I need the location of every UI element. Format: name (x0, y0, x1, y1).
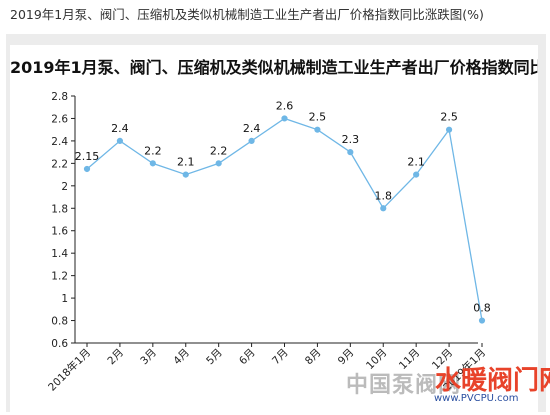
x-tick-label: 6月 (237, 347, 258, 368)
data-point (149, 160, 156, 167)
data-label: 2.2 (210, 144, 228, 157)
data-point (380, 205, 387, 212)
data-label: 2.1 (177, 156, 195, 169)
y-tick-label: 2 (61, 181, 68, 193)
watermark-text: 中国泵阀网 (346, 373, 462, 398)
y-tick-label: 2.2 (51, 158, 68, 170)
y-tick-label: 1.4 (51, 248, 68, 260)
data-label: 0.8 (473, 302, 491, 315)
data-label: 2.4 (243, 122, 261, 135)
x-tick-label: 2018年1月 (45, 346, 93, 394)
data-label: 2.2 (144, 144, 162, 157)
y-tick-label: 2.4 (51, 136, 68, 148)
data-point (281, 115, 288, 122)
data-label: 2.5 (440, 111, 458, 124)
data-label: 2.15 (75, 150, 100, 163)
y-tick-label: 2.8 (51, 91, 68, 103)
y-tick-label: 1.6 (51, 226, 68, 238)
x-tick-label: 8月 (303, 347, 324, 368)
data-label: 2.1 (407, 156, 425, 169)
y-tick-label: 1.8 (51, 203, 68, 215)
line-chart: 0.6 0.8 1 1.2 1.4 1.6 1.8 2 2.2 2.4 2.6 2.8 2018年1月 2… (45, 91, 491, 394)
x-tick-label: 2月 (105, 347, 126, 368)
data-point (182, 171, 189, 178)
x-tick-label: 7月 (270, 347, 291, 368)
watermark-logo-text: 水暖阀门网 (435, 366, 550, 396)
data-point (314, 126, 321, 133)
data-point (347, 149, 354, 156)
y-tick-label: 1.2 (51, 271, 68, 283)
x-tick-label: 5月 (204, 347, 225, 368)
y-tick-label: 0.8 (51, 316, 68, 328)
data-point (413, 171, 420, 178)
data-label: 2.3 (342, 133, 360, 146)
y-tick-label: 0.6 (51, 338, 68, 350)
figure-caption: 2019年1月泵、阀门、压缩机及类似机械制造工业生产者出厂价格指数同比涨跌图(%… (0, 0, 550, 30)
data-point (83, 165, 91, 173)
x-tick-label: 4月 (171, 347, 192, 368)
y-tick-label: 2.6 (51, 113, 68, 125)
chart-title: 2019年1月泵、阀门、压缩机及类似机械制造工业生产者出厂价格指数同比涨跌 (10, 58, 538, 77)
data-label: 2.4 (111, 122, 128, 135)
data-label: 2.6 (276, 99, 294, 112)
data-point (248, 137, 255, 145)
watermark-url: www.PVCPU.com (434, 393, 519, 404)
chart-panel: 2019年1月泵、阀门、压缩机及类似机械制造工业生产者出厂价格指数同比涨跌 0.… (10, 45, 538, 412)
data-point (445, 126, 453, 133)
data-point (116, 137, 124, 145)
x-tick-label: 9月 (336, 347, 357, 368)
x-tick-label: 3月 (138, 347, 159, 368)
data-label: 1.8 (375, 189, 393, 202)
data-point (215, 160, 222, 167)
data-label: 2.5 (309, 111, 327, 124)
data-point (478, 317, 486, 324)
y-tick-label: 1 (61, 293, 68, 305)
